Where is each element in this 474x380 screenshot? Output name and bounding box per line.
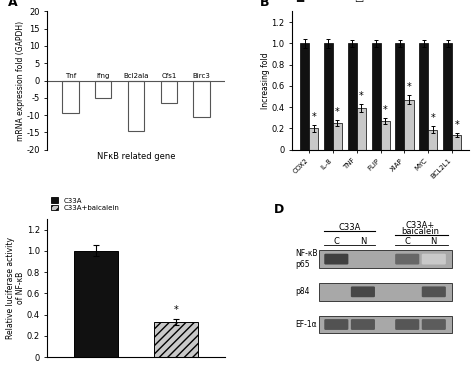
Bar <box>300 43 309 150</box>
Bar <box>309 128 318 150</box>
Text: N: N <box>360 237 366 246</box>
Bar <box>372 43 381 150</box>
Text: Ifng: Ifng <box>97 73 110 79</box>
Legend: C33A, C33A+baicalein: C33A, C33A+baicalein <box>51 198 119 211</box>
Bar <box>419 43 428 150</box>
Bar <box>395 43 404 150</box>
Text: Tnf: Tnf <box>65 73 76 79</box>
Text: C33A: C33A <box>338 223 361 232</box>
FancyBboxPatch shape <box>351 287 375 297</box>
Text: Cfs1: Cfs1 <box>161 73 176 79</box>
Text: D: D <box>274 203 284 216</box>
Bar <box>381 121 390 150</box>
Text: Bcl2ala: Bcl2ala <box>123 73 149 79</box>
Bar <box>348 43 357 150</box>
Bar <box>193 81 210 117</box>
Text: Birc3: Birc3 <box>193 73 210 79</box>
Bar <box>73 251 118 357</box>
Text: *: * <box>430 113 435 123</box>
Bar <box>404 100 413 150</box>
Bar <box>161 81 177 103</box>
FancyBboxPatch shape <box>422 319 446 330</box>
Bar <box>95 81 111 98</box>
Bar <box>154 322 199 357</box>
Bar <box>452 135 461 150</box>
Text: C33A+baicalein: C33A+baicalein <box>368 0 429 2</box>
Bar <box>319 283 452 301</box>
Text: N: N <box>430 237 437 246</box>
FancyBboxPatch shape <box>395 254 419 264</box>
Text: baicalein: baicalein <box>401 227 439 236</box>
Text: C33A+: C33A+ <box>406 221 435 230</box>
Y-axis label: mRNA expression fold (GAPDH): mRNA expression fold (GAPDH) <box>16 21 25 141</box>
Y-axis label: Relative luciferase activity
of NF-κB: Relative luciferase activity of NF-κB <box>6 237 25 339</box>
Text: B: B <box>260 0 270 9</box>
Text: A: A <box>9 0 18 9</box>
Text: *: * <box>454 119 459 130</box>
Text: C: C <box>404 237 410 246</box>
FancyBboxPatch shape <box>351 319 375 330</box>
Bar <box>324 43 333 150</box>
Text: ■: ■ <box>296 0 305 3</box>
FancyBboxPatch shape <box>324 254 348 264</box>
Bar <box>62 81 79 113</box>
Text: *: * <box>335 107 340 117</box>
Text: C: C <box>333 237 339 246</box>
Bar <box>319 250 452 268</box>
Bar <box>428 130 438 150</box>
Bar <box>333 123 342 150</box>
Bar <box>128 81 144 131</box>
Y-axis label: Increasing fold: Increasing fold <box>261 52 270 109</box>
Bar <box>319 316 452 333</box>
Text: □: □ <box>354 0 363 3</box>
Text: *: * <box>311 112 316 122</box>
Bar <box>443 43 452 150</box>
Text: NF-κB
p65: NF-κB p65 <box>296 249 318 269</box>
Text: EF-1α: EF-1α <box>296 320 317 329</box>
Text: C33A: C33A <box>310 0 330 2</box>
FancyBboxPatch shape <box>395 319 419 330</box>
FancyBboxPatch shape <box>324 319 348 330</box>
FancyBboxPatch shape <box>422 287 446 297</box>
X-axis label: NFκB related gene: NFκB related gene <box>97 152 175 161</box>
Text: *: * <box>174 305 179 315</box>
FancyBboxPatch shape <box>422 254 446 264</box>
Text: *: * <box>383 105 388 115</box>
Bar <box>357 108 366 150</box>
Text: p84: p84 <box>296 287 310 296</box>
Text: *: * <box>407 82 411 92</box>
Text: *: * <box>359 91 364 101</box>
